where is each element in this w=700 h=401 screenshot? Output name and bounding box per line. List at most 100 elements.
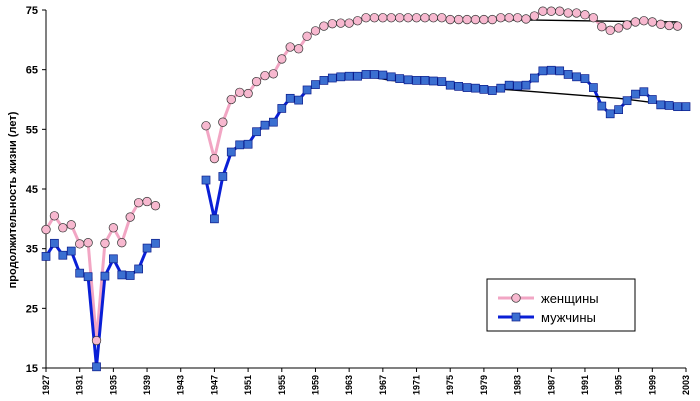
x-tick-label: 1951 <box>243 375 253 395</box>
data-point <box>395 13 405 23</box>
data-point <box>310 26 321 36</box>
data-point <box>268 69 279 79</box>
data-point <box>243 88 253 99</box>
data-point <box>597 101 607 111</box>
y-tick-label: 45 <box>26 184 38 196</box>
data-point <box>344 71 354 81</box>
data-point <box>580 10 590 20</box>
data-point <box>614 105 623 114</box>
data-point <box>269 117 278 127</box>
data-point <box>108 223 119 233</box>
data-point <box>664 101 674 110</box>
data-point <box>209 153 220 164</box>
data-point <box>681 102 691 112</box>
data-point <box>496 83 506 93</box>
data-point <box>260 120 270 130</box>
data-point <box>150 201 161 211</box>
data-point <box>319 76 329 85</box>
data-point <box>538 6 548 16</box>
data-point <box>218 172 228 181</box>
data-point <box>613 23 624 33</box>
data-point <box>285 42 295 52</box>
data-point <box>572 72 581 82</box>
data-point <box>125 271 135 280</box>
data-point <box>656 19 666 29</box>
data-point <box>605 25 615 35</box>
data-point <box>151 238 160 248</box>
data-point <box>487 86 497 95</box>
data-point <box>50 238 59 248</box>
data-point <box>142 196 152 207</box>
data-point <box>454 82 463 91</box>
data-point <box>378 70 388 80</box>
data-point <box>428 13 439 23</box>
legend-box <box>486 278 636 332</box>
data-point <box>58 250 68 260</box>
data-point <box>412 76 421 85</box>
x-tick-label: 1991 <box>580 375 590 395</box>
data-point <box>504 80 514 90</box>
data-point <box>100 238 110 248</box>
data-point <box>252 127 261 137</box>
data-point <box>235 87 245 97</box>
data-point <box>352 16 363 26</box>
data-point <box>429 76 438 86</box>
data-point <box>555 66 565 76</box>
x-tick-label: 1975 <box>445 375 455 395</box>
data-point <box>487 14 497 25</box>
data-point <box>411 13 422 23</box>
data-point <box>445 14 455 25</box>
data-point <box>100 271 110 281</box>
data-point <box>235 140 245 150</box>
data-point <box>327 19 337 29</box>
data-point <box>589 83 598 92</box>
data-point <box>361 70 371 79</box>
legend-marker <box>511 293 521 303</box>
data-point <box>277 104 287 113</box>
data-point <box>226 94 236 105</box>
data-point <box>673 102 682 112</box>
y-tick-label: 25 <box>26 303 38 315</box>
x-tick-label: 1939 <box>142 375 152 395</box>
data-point <box>571 8 582 18</box>
x-tick-label: 1943 <box>176 375 186 395</box>
data-point <box>420 76 430 85</box>
data-point <box>639 87 649 97</box>
data-point <box>462 83 472 92</box>
x-tick-label: 1955 <box>277 375 287 395</box>
data-point <box>437 13 447 23</box>
x-tick-label: 1935 <box>108 375 118 395</box>
data-point <box>555 6 565 16</box>
data-point <box>302 85 312 95</box>
data-point <box>605 109 615 119</box>
data-point <box>378 13 388 23</box>
data-point <box>386 72 396 82</box>
x-tick-label: 1979 <box>479 375 489 395</box>
data-point <box>125 212 135 222</box>
data-point <box>49 211 60 221</box>
data-point <box>201 175 211 185</box>
data-point <box>546 65 556 75</box>
data-point <box>327 73 337 83</box>
data-point <box>513 81 522 91</box>
x-tick-label: 1947 <box>209 375 219 395</box>
x-tick-label: 1999 <box>647 375 657 395</box>
data-point <box>243 139 253 149</box>
x-tick-label: 1967 <box>378 375 388 395</box>
data-point <box>597 22 607 32</box>
data-point <box>622 20 632 30</box>
data-point <box>302 31 312 41</box>
x-tick-labels: 1927 1931 1935 1939 1943 1947 1951 1955 1959 1963… <box>41 375 691 395</box>
y-tick-label: 15 <box>26 363 38 375</box>
data-point <box>361 13 371 23</box>
data-point <box>41 224 51 235</box>
data-point <box>453 14 464 25</box>
data-point <box>479 14 489 25</box>
data-point <box>311 80 320 89</box>
x-tick-label: 2003 <box>681 375 691 395</box>
data-point <box>563 8 573 18</box>
legend-label: женщины <box>541 291 599 306</box>
data-point <box>226 147 236 157</box>
series-line <box>204 68 686 221</box>
